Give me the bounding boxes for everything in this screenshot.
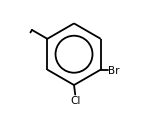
Text: Br: Br [108, 65, 120, 75]
Text: Cl: Cl [70, 95, 80, 105]
